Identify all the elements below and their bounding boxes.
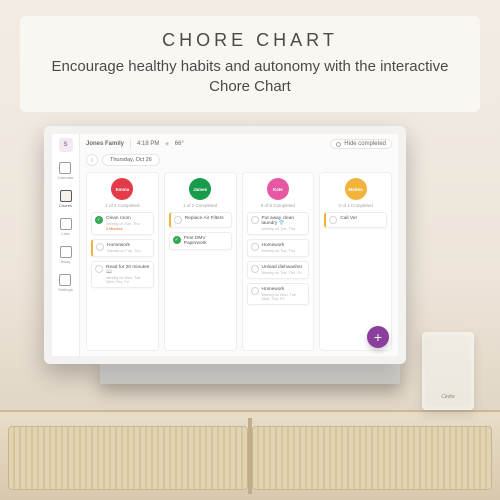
chore-title: Read for 20 minutes 📖	[106, 265, 150, 275]
nav-away[interactable]: Away	[60, 246, 72, 264]
lists-icon	[60, 218, 72, 230]
person-chip[interactable]: Kate	[267, 178, 289, 200]
chore-card[interactable]: HomeworkWeekly on Tue, Thu	[91, 239, 154, 257]
chore-recurrence: Weekly on Mon, Tue, Wed, Thu, Fri	[262, 293, 306, 301]
check-icon[interactable]: ✓	[173, 236, 181, 244]
person-chip[interactable]: Matteo	[345, 178, 367, 200]
marketing-banner: CHORE CHART Encourage healthy habits and…	[20, 16, 480, 112]
tablet-frame: S Calendar Chores Lists Away Settings Jones …	[44, 126, 406, 364]
chore-title: Unload dishwasher	[262, 265, 303, 270]
chore-recurrence: Weekly on Tue, Thu, Fri	[262, 271, 303, 275]
sidenav: S Calendar Chores Lists Away Settings	[52, 134, 80, 356]
chore-card[interactable]: Read for 20 minutes 📖Weekly on Mon, Tue,…	[91, 261, 154, 288]
banner-title: CHORE CHART	[40, 30, 460, 51]
profile-avatar[interactable]: S	[59, 138, 73, 152]
circle-icon[interactable]	[251, 216, 259, 224]
banner-subtitle: Encourage healthy habits and autonomy wi…	[40, 57, 460, 98]
progress-text: 1 of 2 Completed	[183, 203, 217, 208]
chore-columns: Emma1 of 4 Completed✓Clean roomWeekly on…	[86, 172, 392, 351]
app-screen: S Calendar Chores Lists Away Settings Jones …	[52, 134, 398, 356]
circle-icon[interactable]	[329, 216, 337, 224]
chore-card[interactable]: ✓Clean roomWeekly on Tue, Thu5 Minutes	[91, 212, 154, 235]
chore-title: Homework	[262, 243, 296, 248]
chore-card[interactable]: Unload dishwasherWeekly on Tue, Thu, Fri	[247, 261, 310, 279]
radio-icon	[336, 142, 341, 147]
chore-card[interactable]: ✓Print DMV Paperwork	[169, 232, 232, 250]
nav-calendar[interactable]: Calendar	[57, 162, 73, 180]
weather-temp: 66°	[175, 141, 184, 147]
circle-icon[interactable]	[95, 265, 103, 273]
candle-decor: Cèdre	[422, 332, 474, 410]
person-chip[interactable]: Emma	[111, 178, 133, 200]
clock-time: 4:18 PM	[137, 141, 159, 147]
chore-card[interactable]: Call Vet	[324, 212, 387, 228]
settings-icon	[59, 274, 71, 286]
nav-lists[interactable]: Lists	[60, 218, 72, 236]
circle-icon[interactable]	[96, 243, 104, 251]
progress-text: 0 of 6 Completed	[261, 203, 295, 208]
chore-recurrence: Weekly on Mon, Tue, Wed, Thu, Fri	[106, 276, 150, 284]
chore-recurrence: Weekly on Tue, Thu	[262, 249, 296, 253]
shelf-decor	[0, 410, 500, 500]
person-column: Kate 0 of 6 Completed Put away clean laund…	[242, 172, 315, 351]
circle-icon[interactable]	[251, 243, 259, 251]
chore-recurrence: Weekly on Tue, Thu	[106, 222, 140, 226]
person-column: James 1 of 2 Completed Replace Air Filters…	[164, 172, 237, 351]
calendar-icon	[59, 162, 71, 174]
circle-icon[interactable]	[251, 287, 259, 295]
chore-card[interactable]: HomeworkWeekly on Mon, Tue, Wed, Thu, Fr…	[247, 283, 310, 305]
date-bar: ‹ Thursday, Oct 26	[86, 154, 392, 166]
hide-completed-toggle[interactable]: Hide completed	[330, 139, 392, 149]
tablet-stand	[100, 362, 400, 384]
top-bar: Jones Family 4:18 PM ☀ 66° Hide complete…	[86, 139, 392, 149]
date-pill[interactable]: Thursday, Oct 26	[102, 154, 160, 166]
person-column: Emma1 of 4 Completed✓Clean roomWeekly on…	[86, 172, 159, 351]
chore-title: Print DMV Paperwork	[184, 236, 228, 246]
progress-text: 0 of 1 Completed	[338, 203, 372, 208]
check-icon[interactable]: ✓	[95, 216, 103, 224]
circle-icon[interactable]	[174, 216, 182, 224]
chore-card[interactable]: Put away clean laundry 👕Weekly on Tue, T…	[247, 212, 310, 235]
chore-title: Replace Air Filters	[185, 216, 224, 221]
chore-recurrence: Weekly on Tue, Thu	[107, 249, 141, 253]
chore-title: Clean room	[106, 216, 140, 221]
nav-settings[interactable]: Settings	[58, 274, 72, 292]
chore-title: Homework	[262, 287, 306, 292]
chore-title: Homework	[107, 243, 141, 248]
chore-title: Put away clean laundry 👕	[262, 216, 306, 226]
prev-day-button[interactable]: ‹	[86, 154, 98, 166]
family-name: Jones Family	[86, 141, 124, 147]
chores-icon	[60, 190, 72, 202]
chore-card[interactable]: HomeworkWeekly on Tue, Thu	[247, 239, 310, 257]
chore-due: 5 Minutes	[106, 227, 140, 231]
chore-title: Call Vet	[340, 216, 357, 221]
person-chip[interactable]: James	[189, 178, 211, 200]
person-column: Matteo 0 of 1 Completed Call Vet +	[319, 172, 392, 351]
chore-recurrence: Weekly on Tue, Thu	[262, 227, 306, 231]
chore-card[interactable]: Replace Air Filters	[169, 212, 232, 228]
add-chore-button[interactable]: +	[367, 326, 389, 348]
main-panel: Jones Family 4:18 PM ☀ 66° Hide complete…	[80, 134, 398, 356]
away-icon	[60, 246, 72, 258]
nav-chores[interactable]: Chores	[59, 190, 72, 208]
circle-icon[interactable]	[251, 265, 259, 273]
progress-text: 1 of 4 Completed	[105, 203, 139, 208]
